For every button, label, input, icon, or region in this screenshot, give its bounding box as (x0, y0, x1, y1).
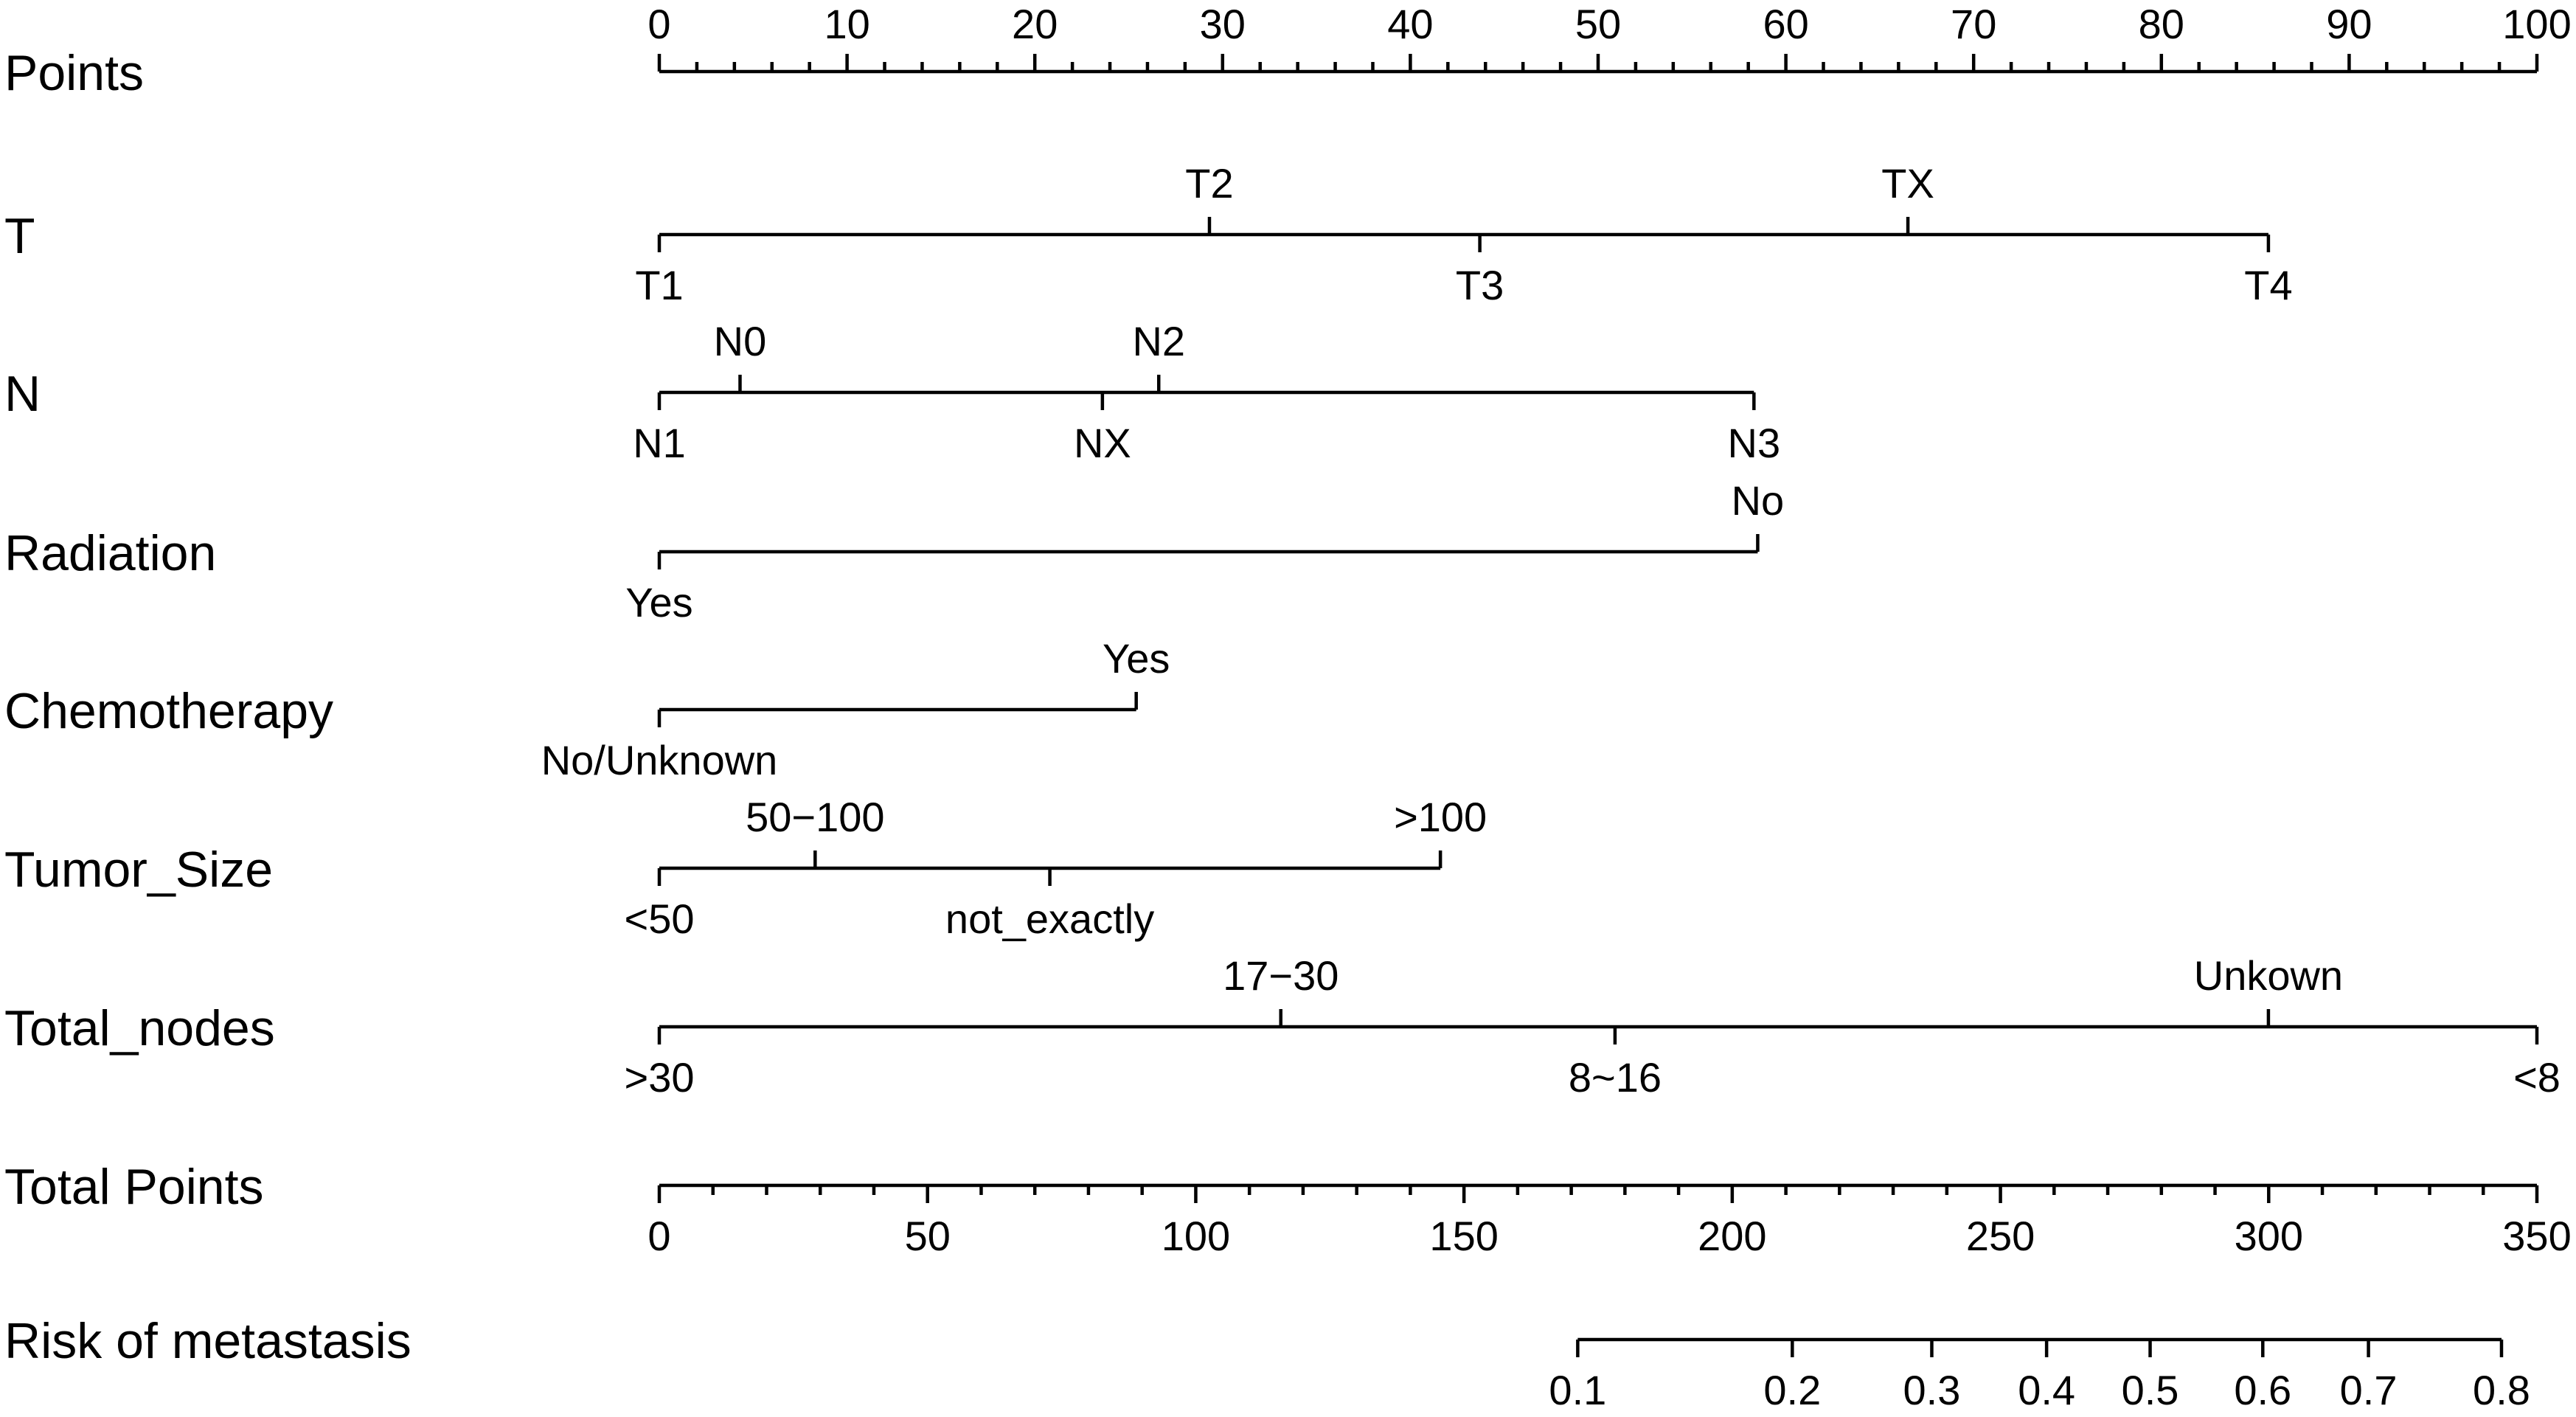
tick-label: 30 (1200, 1, 1246, 47)
row-label-chemotherapy: Chemotherapy (4, 683, 333, 739)
level-label-nx: NX (1074, 420, 1131, 466)
level-label-n2: N2 (1132, 318, 1185, 364)
tick-label: 40 (1387, 1, 1433, 47)
level-label-n0: N0 (714, 318, 767, 364)
tick-label: 0 (648, 1, 670, 47)
level-label-100: >100 (1394, 794, 1487, 840)
row-label-total-points: Total Points (4, 1159, 264, 1215)
level-label-not-exactly: not_exactly (945, 895, 1154, 942)
tick-label: 50 (905, 1213, 951, 1259)
row-label-total-nodes: Total_nodes (4, 1000, 275, 1056)
nomogram-rows: Points 0 10 20 30 40 50 60 70 80 90 100 T T1 T2 T3 TX T4 N… (4, 1, 2572, 1413)
row-label-tumor-size: Tumor_Size (4, 842, 273, 898)
level-label-t3: T3 (1456, 262, 1504, 308)
tick-label: 20 (1012, 1, 1058, 47)
level-label-n1: N1 (633, 420, 686, 466)
row-chemotherapy: Chemotherapy No/Unknown Yes (4, 635, 1170, 783)
level-label-50-100: 50−100 (746, 794, 884, 840)
tick-label: 100 (1162, 1213, 1230, 1259)
level-label-t4: T4 (2244, 262, 2292, 308)
row-total-nodes: Total_nodes >30 17−30 8~16 Unkown <8 (4, 952, 2561, 1101)
row-label-radiation: Radiation (4, 525, 216, 581)
level-label-t2: T2 (1185, 160, 1233, 207)
row-risk-of-metastasis: Risk of metastasis 0.1 0.2 0.3 0.4 0.5 0.6 0.7 0… (4, 1313, 2530, 1413)
tick-label: 90 (2326, 1, 2372, 47)
level-label-yes: Yes (1103, 635, 1170, 682)
risk-tick-label: 0.4 (2018, 1367, 2075, 1413)
tick-label: 0 (648, 1213, 670, 1259)
row-t: T T1 T2 T3 TX T4 (4, 160, 2293, 308)
risk-tick-label: 0.2 (1763, 1367, 1821, 1413)
tick-label: 250 (1966, 1213, 2035, 1259)
level-label-no: No (1732, 477, 1785, 524)
level-label-17-30: 17−30 (1223, 952, 1339, 999)
row-label-t: T (4, 208, 35, 264)
row-tumor-size: Tumor_Size <50 50−100 not_exactly >100 (4, 794, 1487, 942)
risk-tick-label: 0.1 (1549, 1367, 1606, 1413)
tick-label: 70 (1951, 1, 1996, 47)
risk-tick-label: 0.8 (2473, 1367, 2530, 1413)
tick-label: 50 (1575, 1, 1621, 47)
tick-label: 300 (2235, 1213, 2303, 1259)
level-label-tx: TX (1881, 160, 1934, 207)
row-n: N N1 N0 NX N2 N3 (4, 318, 1780, 466)
risk-tick-label: 0.6 (2234, 1367, 2291, 1413)
level-label-unkown: Unkown (2194, 952, 2343, 999)
level-label-no-unknown: No/Unknown (541, 737, 778, 783)
tick-label: 100 (2502, 1, 2571, 47)
tick-label: 60 (1763, 1, 1808, 47)
tick-label: 150 (1429, 1213, 1498, 1259)
risk-tick-label: 0.3 (1903, 1367, 1961, 1413)
level-label-8-16: 8~16 (1569, 1054, 1662, 1101)
tick-label: 80 (2139, 1, 2184, 47)
row-label-points: Points (4, 45, 144, 101)
row-radiation: Radiation Yes No (4, 477, 1784, 626)
row-points: Points 0 10 20 30 40 50 60 70 80 90 100 (4, 1, 2572, 101)
level-label-n3: N3 (1728, 420, 1781, 466)
level-label-8: <8 (2513, 1054, 2561, 1101)
tick-label: 350 (2502, 1213, 2571, 1259)
row-label-n: N (4, 366, 41, 422)
risk-tick-label: 0.5 (2122, 1367, 2179, 1413)
risk-tick-label: 0.7 (2340, 1367, 2398, 1413)
level-label-30: >30 (625, 1054, 695, 1101)
level-label-t1: T1 (635, 262, 683, 308)
level-label-50: <50 (625, 895, 695, 942)
row-label-risk-of-metastasis: Risk of metastasis (4, 1313, 412, 1369)
level-label-yes: Yes (625, 579, 692, 626)
row-total-points: Total Points 0 50 100 150 200 250 300 350 (4, 1159, 2572, 1259)
tick-label: 10 (824, 1, 869, 47)
tick-label: 200 (1698, 1213, 1766, 1259)
